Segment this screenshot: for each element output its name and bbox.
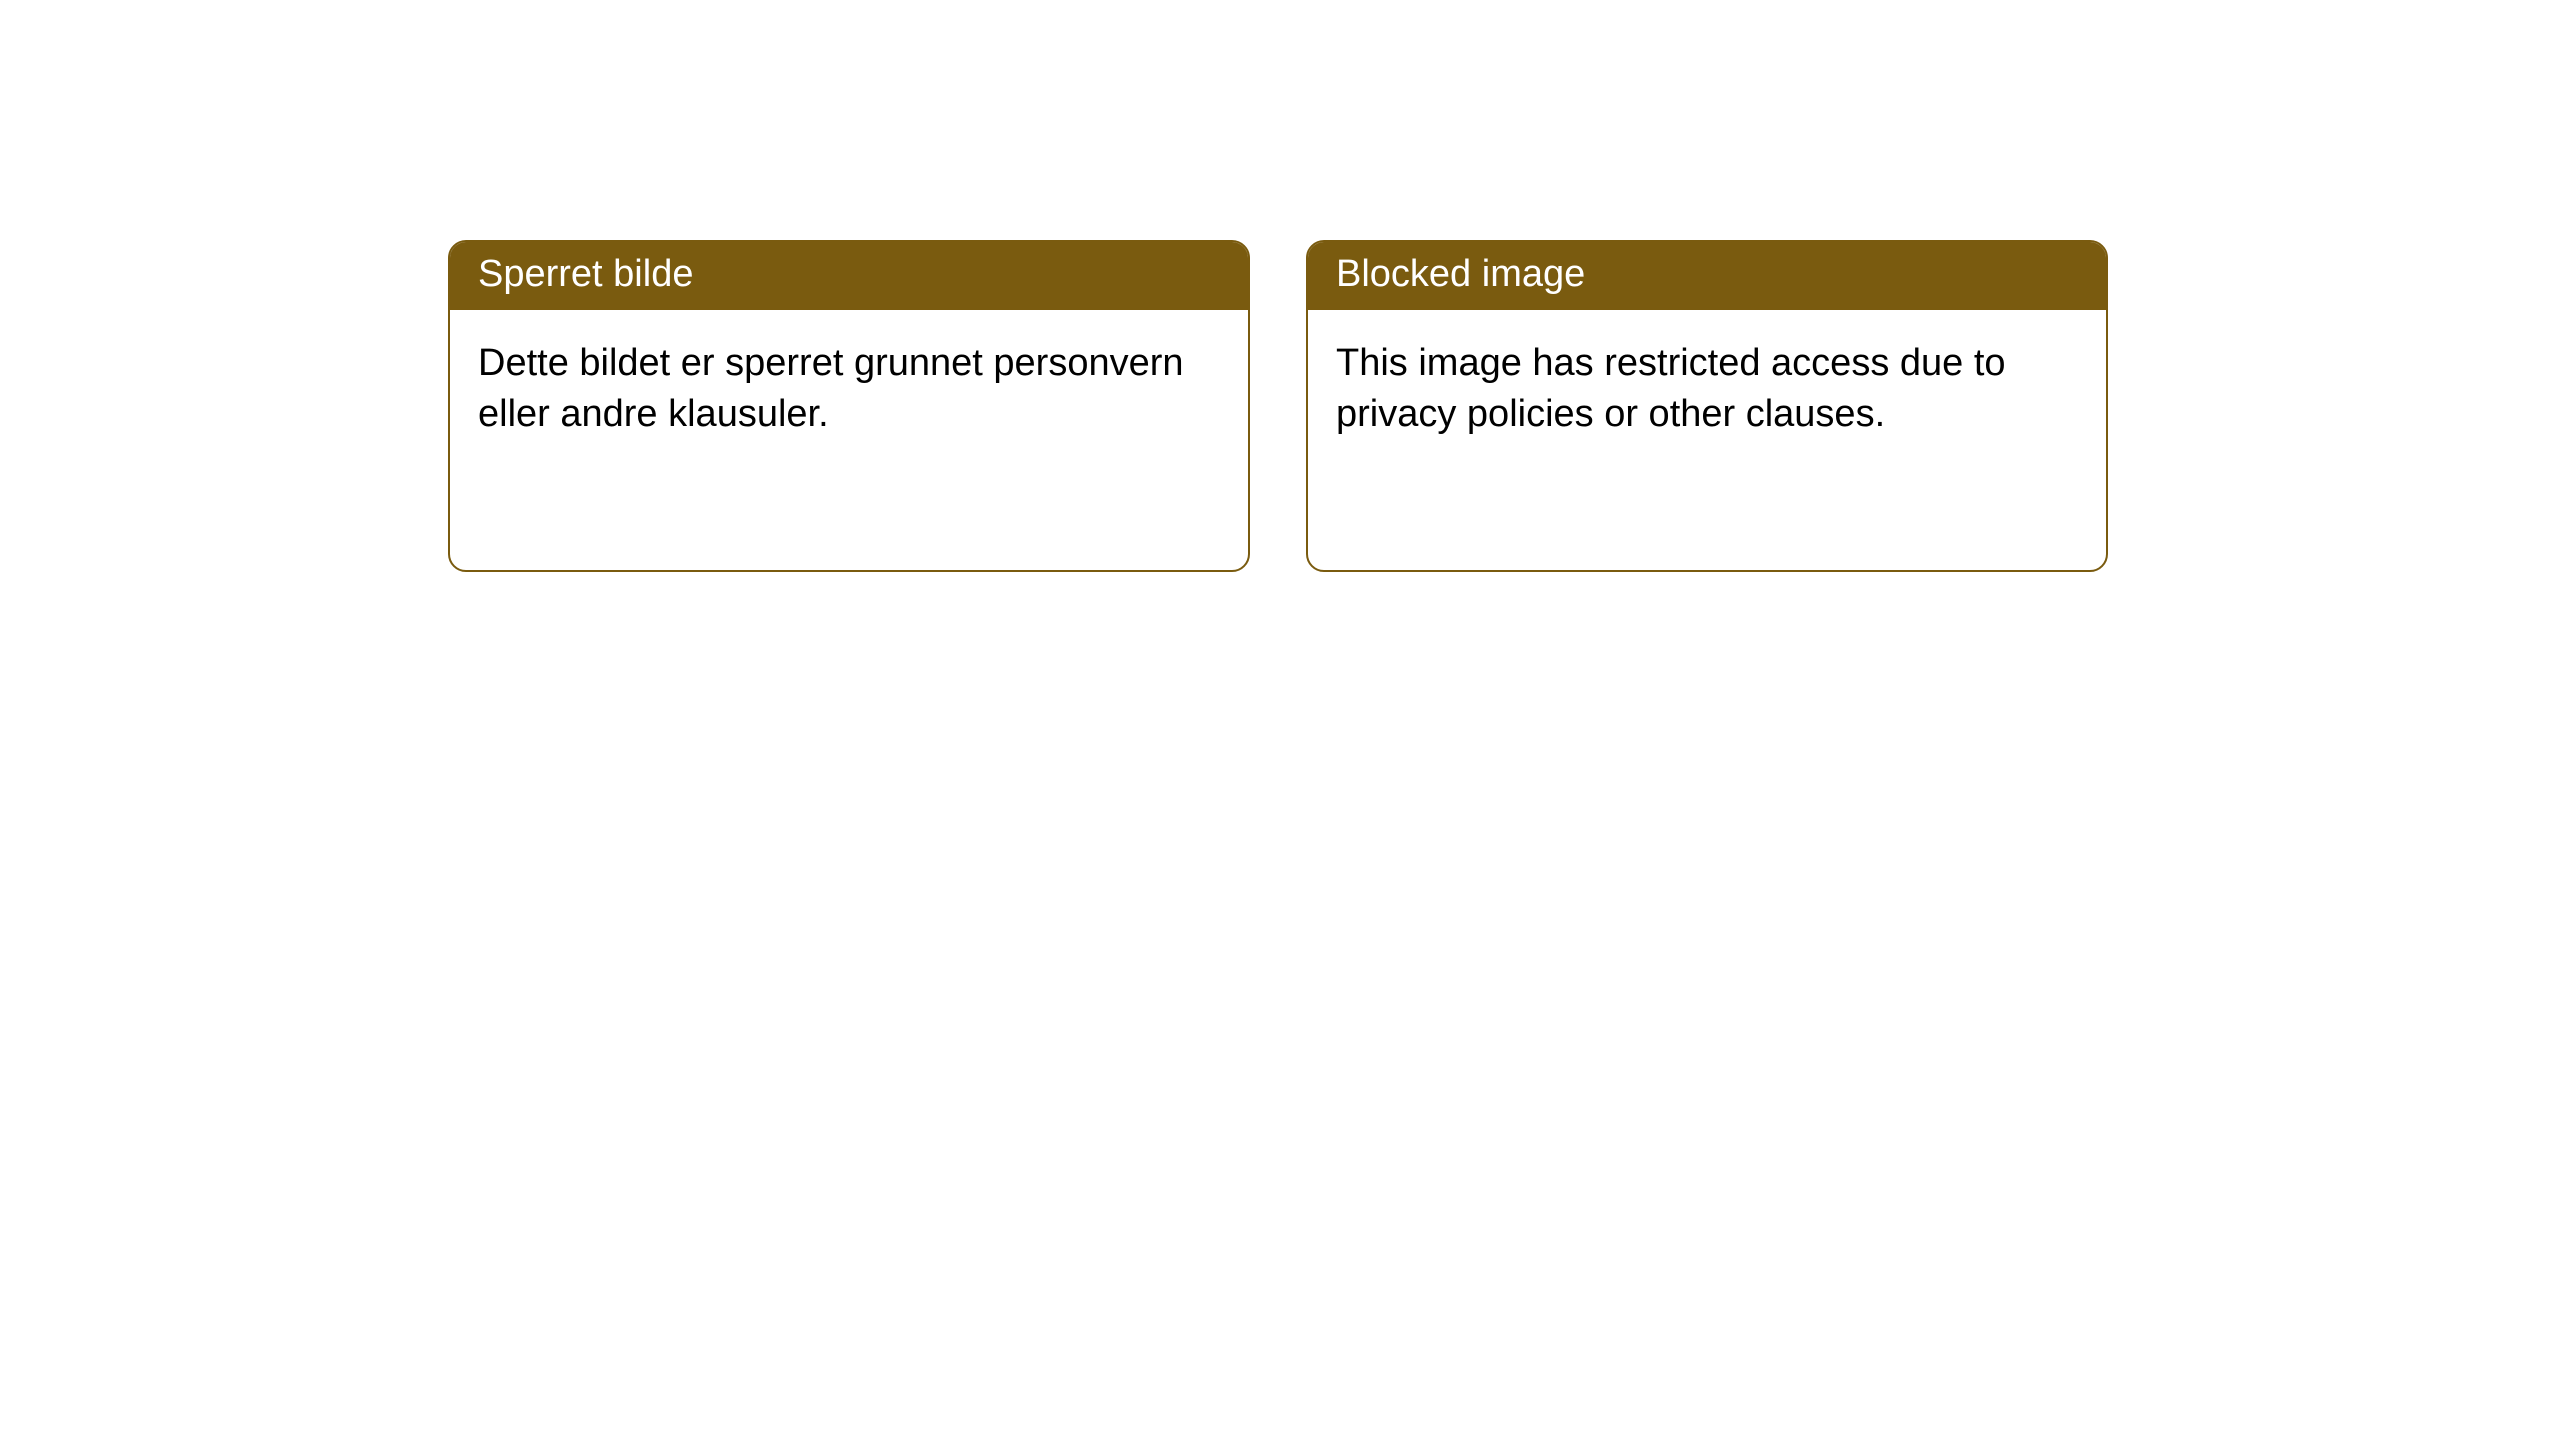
- notice-container: Sperret bilde Dette bildet er sperret gr…: [0, 0, 2560, 572]
- notice-body-text: Dette bildet er sperret grunnet personve…: [450, 310, 1248, 469]
- notice-title: Sperret bilde: [450, 242, 1248, 310]
- notice-card-norwegian: Sperret bilde Dette bildet er sperret gr…: [448, 240, 1250, 572]
- notice-body-text: This image has restricted access due to …: [1308, 310, 2106, 469]
- notice-title: Blocked image: [1308, 242, 2106, 310]
- notice-card-english: Blocked image This image has restricted …: [1306, 240, 2108, 572]
